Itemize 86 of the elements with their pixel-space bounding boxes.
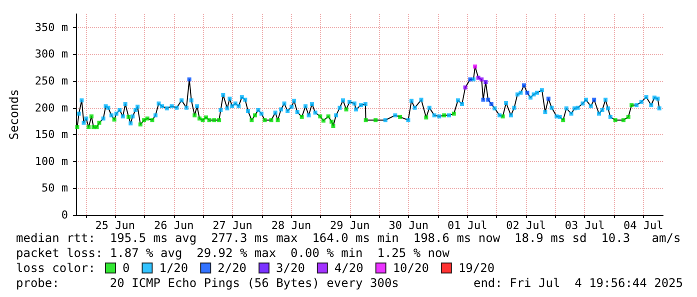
point	[276, 118, 280, 122]
x-tick-label: 27 Jun	[212, 219, 252, 232]
legend-label: 19/20	[458, 261, 495, 275]
point	[468, 77, 472, 82]
x-tick-label: 04 Jul	[624, 219, 664, 232]
point	[112, 118, 116, 122]
x-tick-label: 30 Jun	[388, 219, 429, 232]
point	[75, 125, 80, 130]
point	[217, 118, 222, 122]
point	[473, 64, 478, 69]
point	[207, 118, 212, 122]
point	[463, 85, 468, 90]
text: median rtt: 195.5 ms avg 277.3 ms max 164.0 ms min 198.6 ms now 18.9 ms sd 10.3 am/s	[16, 231, 681, 245]
legend-label: 4/20	[334, 261, 364, 275]
legend-label: 3/20	[276, 261, 305, 275]
text: probe: 20 ICMP Echo Pings (56 Bytes) every 300s	[16, 276, 399, 290]
point	[522, 83, 526, 88]
point	[626, 114, 630, 119]
point	[86, 125, 91, 130]
x-tick-label: 02 Jul	[506, 219, 546, 232]
x-tick-label: 03 Jul	[564, 219, 605, 232]
point	[424, 115, 428, 120]
text: end: Fri Jul 4 19:56:44 2025	[473, 276, 683, 290]
point	[300, 114, 304, 119]
y-tick-label: 200 m	[34, 101, 68, 114]
point	[204, 115, 208, 120]
point	[613, 118, 618, 122]
point	[374, 118, 378, 122]
legend-label: 10/20	[392, 261, 429, 275]
x-tick-label: 28 Jun	[271, 219, 312, 232]
point	[546, 96, 550, 101]
point	[94, 125, 99, 130]
point	[198, 116, 202, 121]
point	[525, 90, 530, 95]
y-tick-label: 350 m	[34, 20, 68, 34]
y-tick-label: 250 m	[34, 74, 68, 88]
point	[252, 113, 257, 118]
y-axis-title: Seconds	[7, 89, 21, 140]
point	[150, 118, 154, 122]
legend-label: 1/20	[159, 261, 188, 275]
point	[452, 112, 456, 116]
point	[500, 114, 505, 118]
point	[145, 116, 150, 121]
point	[321, 118, 326, 123]
y-tick-label: 300 m	[34, 48, 68, 61]
point	[250, 118, 254, 122]
x-tick-label: 26 Jun	[154, 219, 194, 232]
point	[262, 118, 267, 122]
point	[330, 120, 334, 124]
point	[89, 114, 94, 118]
point	[200, 118, 205, 122]
y-tick-label: 0	[61, 208, 68, 222]
point	[97, 120, 102, 125]
point	[344, 107, 348, 112]
point	[326, 114, 330, 118]
y-tick-label: 50 m	[42, 182, 68, 195]
point	[630, 103, 634, 108]
x-tick-label: 25 Jun	[95, 219, 136, 232]
point	[269, 118, 274, 122]
x-tick-label: 29 Jun	[330, 219, 370, 232]
point	[484, 80, 488, 84]
point	[138, 122, 142, 126]
point	[142, 118, 146, 122]
point	[192, 113, 197, 118]
point	[318, 114, 322, 118]
point	[187, 77, 192, 82]
point	[486, 98, 490, 102]
point	[331, 124, 336, 128]
y-tick-label: 150 m	[34, 128, 68, 142]
point	[126, 114, 131, 119]
point	[489, 102, 494, 106]
point	[212, 118, 216, 122]
point	[481, 98, 486, 102]
point	[442, 113, 446, 118]
point	[398, 114, 402, 119]
text: packet loss: 1.87 % avg 29.92 % max 0.00 % min 1.25 % now	[16, 246, 450, 260]
point	[561, 118, 566, 122]
point	[592, 98, 596, 102]
legend-label: 2/20	[218, 261, 247, 275]
point	[480, 77, 484, 82]
point	[621, 118, 626, 122]
legend-label: 0	[122, 261, 130, 275]
point	[364, 118, 368, 122]
x-tick-label: 01 Jul	[447, 219, 488, 232]
legend-title: loss color:	[16, 261, 96, 275]
y-tick-label: 100 m	[34, 154, 68, 168]
